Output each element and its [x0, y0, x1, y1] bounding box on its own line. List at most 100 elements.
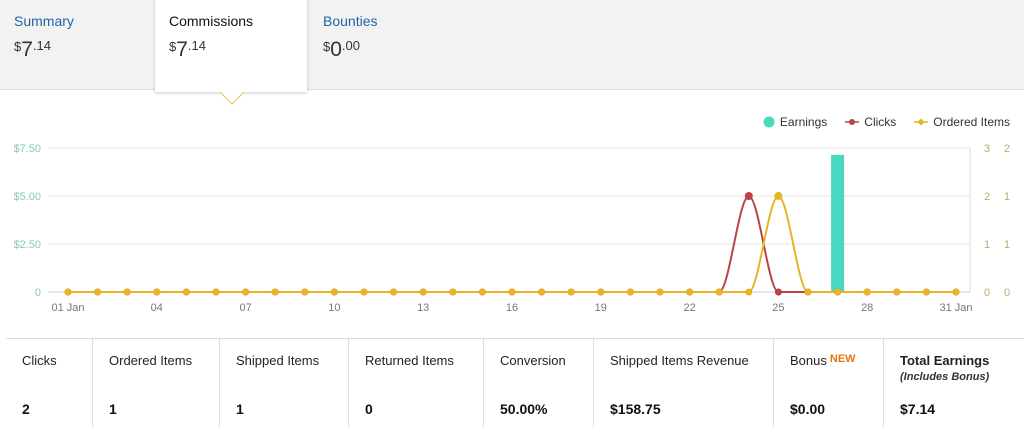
- stat-returned-items: Returned Items 0: [348, 339, 483, 427]
- x-axis-tick-label: 13: [417, 302, 429, 314]
- x-axis-tick-label: 28: [861, 302, 873, 314]
- ordered-items-point: [597, 288, 605, 296]
- x-axis-tick-label: 07: [239, 302, 251, 314]
- stat-label: Clicks: [22, 353, 57, 368]
- earnings-swatch-icon: [763, 116, 775, 128]
- legend-label-clicks: Clicks: [864, 115, 897, 129]
- stat-shipped-items-revenue: Shipped Items Revenue $158.75: [593, 339, 773, 427]
- active-tab-caret-icon: [220, 92, 244, 105]
- earnings-bar: [831, 154, 845, 292]
- y-axis-right-tick-label: 1: [984, 239, 990, 251]
- tab-bar: Summary $7.14 Commissions $7.14 Bounties…: [0, 0, 1024, 92]
- legend-label-earnings: Earnings: [779, 115, 828, 129]
- stat-ordered-items: Ordered Items 1: [92, 339, 219, 427]
- stat-clicks: Clicks 2: [6, 339, 92, 427]
- clicks-point: [774, 288, 782, 296]
- stat-value: 50.00%: [500, 401, 548, 417]
- stat-label: Shipped Items: [236, 353, 320, 368]
- ordered-items-point: [715, 288, 723, 296]
- ordered-items-point: [123, 288, 131, 296]
- legend-item-clicks[interactable]: Clicks: [845, 115, 896, 129]
- ordered-items-point: [952, 288, 960, 296]
- x-axis-tick-label: 01 Jan: [51, 302, 84, 314]
- tab-summary-amount: $7.14: [14, 38, 51, 61]
- clicks-swatch-icon: [845, 119, 860, 125]
- x-axis-tick-label: 19: [595, 302, 607, 314]
- ordered-items-point: [271, 288, 279, 296]
- x-axis-tick-label: 10: [328, 302, 340, 314]
- ordered-items-point: [774, 192, 783, 200]
- ordered-items-point: [360, 288, 368, 296]
- y-axis-left-tick-label: $7.50: [13, 143, 41, 155]
- ordered-items-point: [508, 288, 516, 296]
- ordered-items-point: [153, 288, 161, 296]
- stat-label: Shipped Items Revenue: [610, 353, 749, 368]
- ordered-items-point: [893, 288, 901, 296]
- y-axis-right-tick-label: 0: [984, 287, 990, 299]
- ordered-items-point: [419, 288, 427, 296]
- stat-conversion: Conversion 50.00%: [483, 339, 593, 427]
- legend-item-ordered-items[interactable]: Ordered Items: [914, 115, 1010, 129]
- stat-value: 0: [365, 401, 373, 417]
- ordered-items-point: [656, 288, 664, 296]
- stat-label: Ordered Items: [109, 353, 193, 368]
- stat-label: Bonus NEW: [790, 353, 856, 368]
- tab-summary-label: Summary: [14, 13, 74, 29]
- stat-label: Conversion: [500, 353, 566, 368]
- tab-summary[interactable]: Summary $7.14: [0, 0, 155, 92]
- stat-value: 1: [236, 401, 244, 417]
- legend-item-earnings[interactable]: Earnings: [763, 115, 827, 129]
- y-axis-right-tick-label: 3: [984, 143, 990, 155]
- y-axis-right-tick-label: 2: [984, 191, 990, 203]
- tab-commissions-amount: $7.14: [169, 38, 206, 61]
- stat-sublabel: (Includes Bonus): [900, 371, 990, 383]
- ordered-items-point: [478, 288, 486, 296]
- y-axis-left-tick-label: 0: [35, 287, 41, 299]
- ordered-items-point: [834, 288, 842, 296]
- ordered-items-point: [626, 288, 634, 296]
- y-axis-left-tick-label: $5.00: [13, 191, 41, 203]
- stat-total-earnings: Total Earnings (Includes Bonus) $7.14: [883, 339, 1024, 427]
- ordered-items-point: [390, 288, 398, 296]
- y-axis-right-tick-label: 0: [1004, 287, 1010, 299]
- ordered-items-point: [330, 288, 338, 296]
- tab-bounties[interactable]: Bounties $0.00: [309, 0, 459, 92]
- legend-label-ordered-items: Ordered Items: [933, 115, 1010, 129]
- ordered-items-swatch-icon: [914, 118, 929, 126]
- ordered-items-point: [538, 288, 546, 296]
- ordered-items-point: [64, 288, 72, 296]
- y-axis-right-tick-label: 1: [1004, 239, 1010, 251]
- x-axis-tick-label: 22: [683, 302, 695, 314]
- stat-value: $158.75: [610, 401, 661, 417]
- tab-bounties-label: Bounties: [323, 13, 378, 29]
- x-axis-tick-label: 31 Jan: [939, 302, 972, 314]
- stat-label: Total Earnings: [900, 353, 990, 368]
- tab-commissions-label: Commissions: [169, 13, 254, 29]
- ordered-items-point: [567, 288, 575, 296]
- stat-value: 1: [109, 401, 117, 417]
- ordered-items-point: [182, 288, 190, 296]
- y-axis-right-tick-label: 1: [1004, 191, 1010, 203]
- earnings-chart: 0 $2.50 $5.00 $7.50 0 1 2 3 0 1 1 2 01 Jan 04 07 10 13 16…: [13, 143, 1010, 314]
- clicks-point: [744, 192, 753, 200]
- x-axis-tick-label: 16: [506, 302, 518, 314]
- ordered-items-point: [301, 288, 309, 296]
- stat-value: $7.14: [900, 401, 936, 417]
- ordered-items-point: [922, 288, 930, 296]
- x-axis-tick-label: 04: [151, 302, 163, 314]
- stat-value: 2: [22, 401, 30, 417]
- ordered-items-point: [449, 288, 457, 296]
- stat-shipped-items: Shipped Items 1: [219, 339, 348, 427]
- y-axis-right-tick-label: 2: [1004, 143, 1010, 155]
- ordered-items-point: [242, 288, 250, 296]
- stat-value: $0.00: [790, 401, 826, 417]
- ordered-items-point: [94, 288, 102, 296]
- ordered-items-point: [686, 288, 694, 296]
- stat-label: Returned Items: [365, 353, 454, 368]
- x-axis-tick-label: 25: [772, 302, 784, 314]
- ordered-items-point: [863, 288, 871, 296]
- chart-legend: Earnings Clicks Ordered Items: [763, 115, 1010, 129]
- stats-row: Clicks 2 Ordered Items 1 Shipped Items 1…: [6, 338, 1024, 427]
- tab-bounties-amount: $0.00: [323, 38, 360, 61]
- tab-commissions[interactable]: Commissions $7.14: [155, 0, 307, 92]
